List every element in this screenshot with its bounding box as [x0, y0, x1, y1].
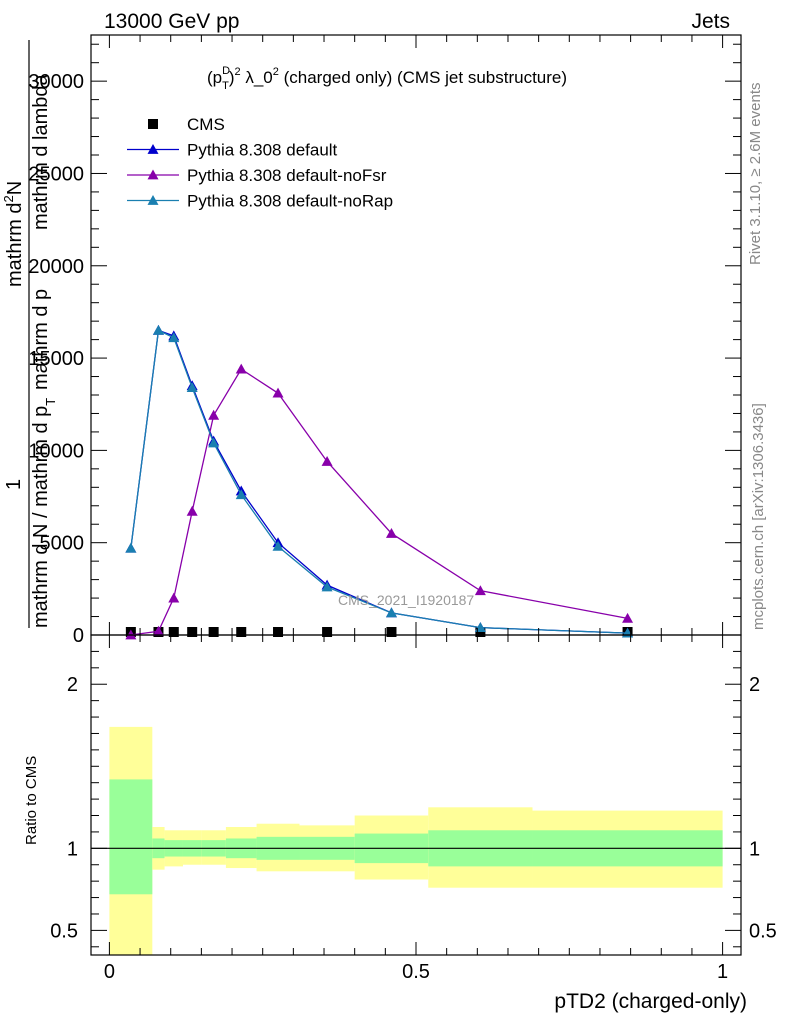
- data-point: [208, 627, 219, 637]
- series-point: [186, 505, 198, 516]
- legend-entry: Pythia 8.308 default-noFsr: [127, 166, 387, 185]
- series-point: [235, 363, 247, 374]
- legend-entry: Pythia 8.308 default-noRap: [127, 192, 393, 211]
- series-point: [208, 437, 220, 448]
- y-label-denominator-3: mathrm d lambda: [30, 74, 52, 230]
- x-tick-labels: 0 0.5 1: [104, 961, 728, 983]
- series-pythia-8-308-default-norap: [125, 324, 634, 638]
- series-point: [186, 382, 198, 393]
- series-line: [130, 329, 628, 634]
- process-label: Jets: [691, 10, 730, 33]
- ratio-axis-ticks: [91, 635, 741, 955]
- y-label-numerator-text: mathrm d2N: [1, 181, 26, 287]
- legend: CMS Pythia 8.308 default Pythia 8.308 defa…: [127, 115, 393, 211]
- y-label-denominator-2: mathrm d p: [30, 289, 52, 390]
- y-tick-label-main: 25000: [28, 163, 84, 185]
- data-point: [322, 627, 333, 637]
- data-point: [386, 627, 397, 637]
- series-point: [272, 540, 284, 551]
- analysis-watermark: CMS_2021_I1920187: [338, 592, 474, 608]
- ratio-panel: 0.5 0.5 1 1 2 2 Ratio to CMS: [23, 634, 777, 956]
- series-point: [235, 489, 247, 500]
- main-data-layer: [125, 324, 634, 640]
- series-point: [272, 387, 284, 398]
- ratio-tick-labels: 0.5 0.5 1 1 2 2: [50, 674, 777, 942]
- chart-title: (pD T)2 λ_02 (charged only) (CMS jet subs…: [207, 65, 567, 92]
- series-line: [130, 329, 628, 634]
- legend-marker: [148, 119, 158, 129]
- legend-marker: [147, 195, 159, 205]
- data-point: [236, 627, 247, 637]
- x-axis-label: pTD2 (charged-only): [554, 990, 747, 1013]
- data-point: [168, 627, 179, 637]
- series-point: [125, 542, 137, 553]
- x-tick-label: 0: [104, 961, 115, 983]
- series-point: [385, 527, 397, 538]
- y-tick-label-main: 5000: [40, 533, 85, 555]
- energy-label: 13000 GeV pp: [104, 10, 239, 33]
- y-tick-label-ratio-right: 0.5: [749, 920, 777, 942]
- main-panel: 0 5000 10000 15000 20000 25000 30000 (pD T)2 λ_…: [1, 34, 742, 647]
- data-point: [187, 627, 198, 637]
- y-tick-label-main: 10000: [28, 440, 84, 462]
- legend-marker: [147, 169, 159, 180]
- y-tick-label-main: 20000: [28, 256, 84, 278]
- y-tick-label-ratio-left: 0.5: [50, 920, 78, 942]
- x-tick-label: 1: [717, 961, 728, 983]
- ratio-y-label: Ratio to CMS: [23, 756, 40, 845]
- series-point: [152, 625, 164, 636]
- legend-entry: CMS: [148, 115, 225, 134]
- series-point: [321, 455, 333, 466]
- main-y-label: 1 mathrm d2N mathrm d N / mathrm d pT ma…: [1, 40, 58, 628]
- y-label-denominator: mathrm d N / mathrm d pT: [30, 398, 58, 628]
- legend-label: Pythia 8.308 default-noRap: [187, 192, 393, 211]
- series-point: [152, 324, 164, 335]
- legend-entry: Pythia 8.308 default: [127, 141, 338, 160]
- series-point: [622, 612, 634, 623]
- legend-marker: [147, 144, 159, 154]
- x-tick-label: 0.5: [402, 961, 430, 983]
- ratio-band-green: [109, 779, 153, 895]
- legend-label: Pythia 8.308 default: [187, 141, 338, 160]
- main-tick-labels: 0 5000 10000 15000 20000 25000 30000: [28, 71, 84, 647]
- series-point: [321, 581, 333, 592]
- legend-label: CMS: [187, 115, 225, 134]
- series-point: [208, 409, 220, 420]
- y-tick-label-ratio-right: 1: [749, 838, 760, 860]
- y-tick-label-ratio-left: 2: [67, 674, 78, 696]
- series-point: [168, 592, 180, 603]
- mcplots-label: mcplots.cern.ch [arXiv:1306.3436]: [750, 403, 767, 630]
- data-point: [273, 627, 284, 637]
- y-tick-label-main: 0: [73, 625, 84, 647]
- y-tick-label-ratio-right: 2: [749, 674, 760, 696]
- y-label-numerator: 1: [3, 479, 25, 490]
- series-pythia-8-308-default-nofsr: [125, 363, 634, 640]
- rivet-label: Rivet 3.1.10, ≥ 2.6M events: [747, 83, 764, 266]
- ratio-data-layer: [91, 726, 741, 955]
- series-point: [168, 332, 180, 343]
- ratio-frame: [90, 634, 742, 956]
- series-point: [385, 607, 397, 618]
- legend-label: Pythia 8.308 default-noFsr: [187, 166, 387, 185]
- y-tick-label-main: 30000: [28, 71, 84, 93]
- y-tick-label-ratio-left: 1: [67, 838, 78, 860]
- series-pythia-8-308-default: [125, 324, 634, 638]
- y-tick-label-main: 15000: [28, 348, 84, 370]
- series-point: [474, 585, 486, 596]
